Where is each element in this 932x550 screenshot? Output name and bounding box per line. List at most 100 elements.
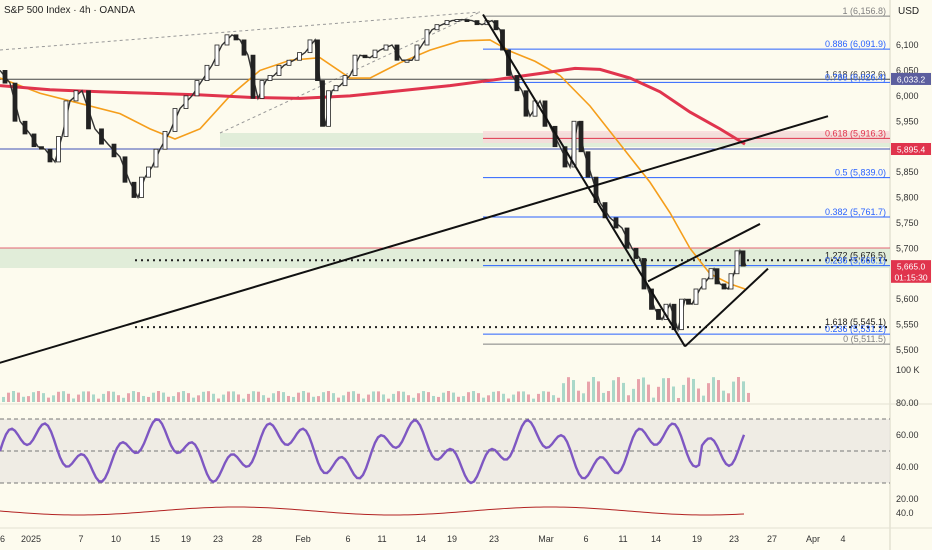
candle [297,52,302,61]
time-tick-9: 6 [345,534,350,544]
volume-bar [27,396,30,402]
candle [701,278,707,290]
volume-bar [172,396,175,402]
volume-bar [212,393,215,402]
volume-bar [82,391,85,402]
price-tick-5750: 5,750 [896,218,919,228]
price-tag-bg-0 [891,72,931,85]
fib-label-0: 1 (6,156.8) [842,6,886,16]
volume-bar [457,396,460,402]
price-tick-5950: 5,950 [896,116,919,126]
candle [22,120,28,135]
volume-bar [142,395,145,402]
channel-dash-lower [0,11,481,51]
volume-bar [572,380,575,402]
volume-bar [577,390,580,402]
candle [194,80,200,97]
volume-bar [367,394,370,402]
rsi-tick-1: 60.00 [896,430,919,440]
volume-bar [552,395,555,402]
candle [613,217,619,229]
volume-bar [587,381,590,402]
volume-bar [652,397,655,402]
volume-bar [622,382,625,402]
volume-bar [72,398,75,402]
volume-bar [472,391,475,402]
time-tick-4: 15 [150,534,160,544]
fib-label-11: 0 (5,511.5) [843,334,886,344]
volume-bar [62,391,65,402]
volume-bar [397,391,400,402]
candle [162,131,168,150]
candle [31,133,37,148]
price-tag-bg-1 [891,143,931,156]
rsi-tick-2: 40.00 [896,462,919,472]
volume-bar [157,391,160,402]
candle [686,298,691,305]
candle [122,156,128,183]
volume-bar [372,391,375,402]
volume-bar [342,395,345,402]
candle [734,250,740,275]
candle [372,49,378,59]
volume-bar [607,391,610,402]
volume-bar [122,397,125,402]
volume-bar [87,391,90,402]
price-tick-5700: 5,700 [896,243,919,253]
volume-bar [297,392,300,402]
volume-bar [237,394,240,402]
candle [414,44,420,61]
volume-bar [717,380,720,402]
channel-dash-upper [219,11,481,134]
volume-bar [547,391,550,402]
volume-bar [187,393,190,402]
currency-label[interactable]: USD [898,6,920,17]
candle [73,90,79,102]
candle [56,136,61,163]
volume-bar [582,393,585,402]
volume-bar [102,393,105,402]
volume-bar [137,392,140,402]
volume-bar [742,381,745,402]
volume-bar [442,392,445,402]
time-tick-1: 2025 [21,534,41,544]
volume-bar [392,393,395,402]
volume-bar [12,391,15,402]
volume-bar [422,391,425,402]
price-tag-bg-3 [891,270,931,283]
volume-bar [32,392,35,402]
time-tick-15: 6 [583,534,588,544]
volume-bar [677,398,680,402]
volume-bar [452,392,455,402]
fib-label-10: 0.236 (5,531.2) [825,324,886,334]
time-tick-8: Feb [295,534,311,544]
volume-bar [152,392,155,402]
time-tick-2: 7 [78,534,83,544]
volume-bar [562,383,565,402]
volume-bar [222,394,225,402]
volume-bar [627,395,630,402]
time-tick-12: 19 [447,534,457,544]
candle [444,20,450,26]
volume-bar [232,391,235,402]
price-tick-5800: 5,800 [896,193,919,203]
volume-bar [252,391,255,402]
volume-bar [247,393,250,402]
support-zone-left [0,248,890,268]
candle [224,34,230,46]
volume-bar [597,381,600,402]
volume-bar [412,397,415,402]
volume-bar [307,392,310,402]
price-tick-5500: 5,500 [896,345,919,355]
volume-bar [617,377,620,402]
volume-bar [612,380,615,402]
candle [514,75,520,92]
volume-bar [7,392,10,402]
candle [424,29,430,46]
volume-bar [132,391,135,402]
time-tick-7: 28 [252,534,262,544]
candle [342,75,348,87]
fib-label-4: 0.618 (5,916.3) [825,128,886,138]
